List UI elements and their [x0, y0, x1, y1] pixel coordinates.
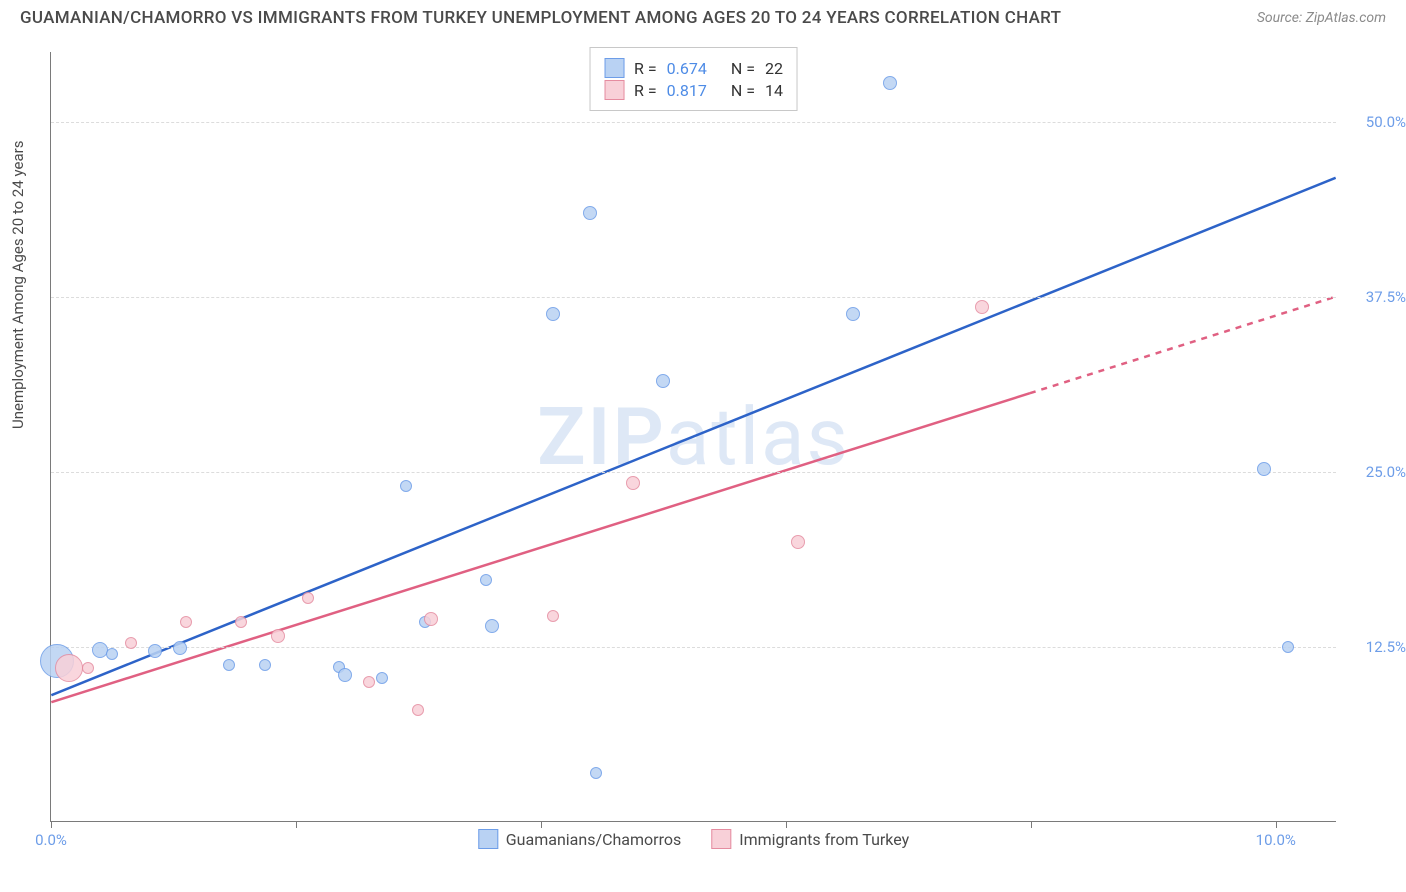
gridline [51, 122, 1336, 123]
data-point [125, 637, 137, 649]
data-point [546, 307, 560, 321]
legend-swatch-series1 [604, 58, 624, 78]
data-point [223, 659, 235, 671]
legend-item-series2: Immigrants from Turkey [711, 829, 909, 849]
data-point [302, 592, 314, 604]
y-axis-label: Unemployment Among Ages 20 to 24 years [9, 141, 27, 429]
legend-swatch-series1 [478, 829, 498, 849]
n-label: N = [731, 59, 755, 78]
n-label: N = [731, 81, 755, 100]
legend-row-series1: R = 0.674 N = 22 [604, 58, 783, 78]
data-point [791, 535, 805, 549]
data-point [1282, 641, 1294, 653]
y-tick-label: 12.5% [1346, 638, 1406, 656]
r-value-series2: 0.817 [667, 81, 707, 100]
legend-swatch-series2 [604, 80, 624, 100]
data-point [82, 662, 94, 674]
x-tick-mark [1276, 821, 1277, 828]
data-point [583, 206, 597, 220]
data-point [883, 76, 897, 90]
data-point [55, 654, 83, 682]
x-tick-mark [51, 821, 52, 828]
data-point [363, 676, 375, 688]
trendline [51, 393, 1030, 702]
gridline [51, 472, 1336, 473]
trendlines-layer [51, 52, 1336, 821]
legend-label-series2: Immigrants from Turkey [739, 830, 909, 849]
legend-series-names: Guamanians/Chamorros Immigrants from Tur… [478, 829, 909, 849]
data-point [547, 610, 559, 622]
chart-title: GUAMANIAN/CHAMORRO VS IMMIGRANTS FROM TU… [20, 8, 1061, 28]
x-tick-label: 10.0% [1256, 831, 1296, 849]
data-point [626, 476, 640, 490]
data-point [424, 612, 438, 626]
r-label: R = [634, 81, 657, 100]
data-point [271, 629, 285, 643]
data-point [173, 641, 187, 655]
data-point [485, 619, 499, 633]
watermark: ZIPatlas [537, 390, 850, 484]
x-tick-mark [1031, 821, 1032, 828]
data-point [480, 574, 492, 586]
legend-item-series1: Guamanians/Chamorros [478, 829, 681, 849]
gridline [51, 297, 1336, 298]
x-tick-mark [296, 821, 297, 828]
data-point [846, 307, 860, 321]
gridline [51, 647, 1336, 648]
x-tick-label: 0.0% [35, 831, 67, 849]
legend-swatch-series2 [711, 829, 731, 849]
data-point [1257, 462, 1271, 476]
legend-correlation-box: R = 0.674 N = 22 R = 0.817 N = 14 [589, 47, 798, 111]
y-tick-label: 25.0% [1346, 463, 1406, 481]
x-tick-mark [786, 821, 787, 828]
data-point [975, 300, 989, 314]
legend-label-series1: Guamanians/Chamorros [506, 830, 681, 849]
n-value-series1: 22 [765, 59, 783, 78]
watermark-rest: atlas [666, 390, 850, 484]
y-tick-label: 37.5% [1346, 288, 1406, 306]
n-value-series2: 14 [765, 81, 783, 100]
scatter-plot-area: ZIPatlas R = 0.674 N = 22 R = 0.817 N = … [50, 52, 1336, 822]
data-point [235, 616, 247, 628]
data-point [106, 648, 118, 660]
r-value-series1: 0.674 [667, 59, 707, 78]
data-point [148, 644, 162, 658]
data-point [259, 659, 271, 671]
x-tick-mark [541, 821, 542, 828]
data-point [656, 374, 670, 388]
y-tick-label: 50.0% [1346, 113, 1406, 131]
r-label: R = [634, 59, 657, 78]
watermark-bold: ZIP [537, 390, 666, 484]
data-point [180, 616, 192, 628]
data-point [338, 668, 352, 682]
data-point [412, 704, 424, 716]
data-point [400, 480, 412, 492]
data-point [376, 672, 388, 684]
trendline [1030, 297, 1336, 394]
data-point [590, 767, 602, 779]
legend-row-series2: R = 0.817 N = 14 [604, 80, 783, 100]
source-label: Source: ZipAtlas.com [1257, 10, 1386, 26]
